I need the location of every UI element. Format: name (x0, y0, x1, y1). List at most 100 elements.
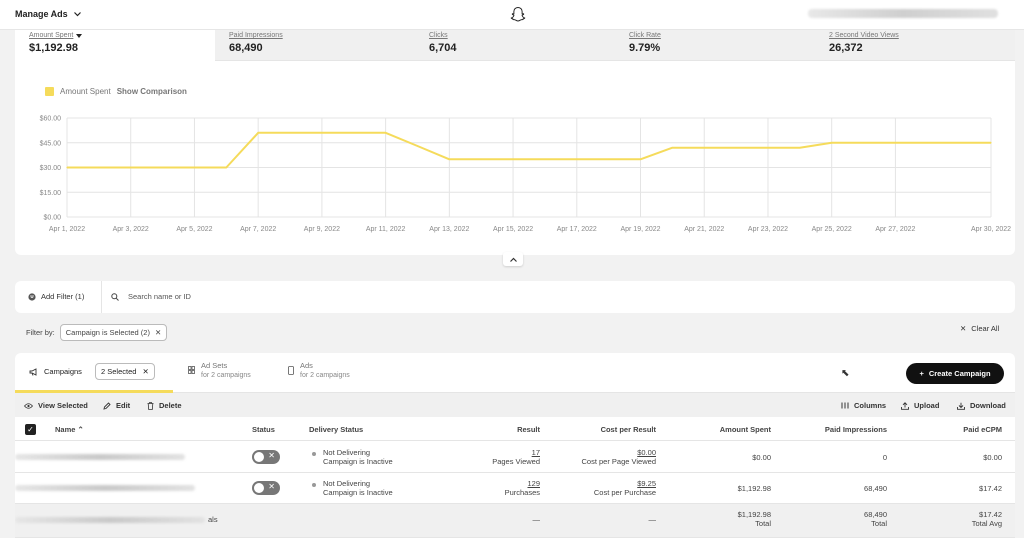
metric-value: $1,192.98 (29, 42, 78, 54)
metrics-chart-card: Amount Spent $1,192.98 Paid Impressions … (15, 30, 1015, 255)
column-header-result[interactable]: Result (517, 425, 540, 434)
totals-paid-ecpm-label: Total Avg (971, 519, 1002, 528)
column-header-cost-per-result[interactable]: Cost per Result (600, 425, 656, 434)
add-filter-button[interactable]: Add Filter (1) (28, 292, 84, 301)
result-value[interactable]: 17 (531, 448, 540, 457)
x-tick-label: Apr 25, 2022 (812, 226, 852, 233)
select-all-checkbox[interactable]: ✓ (25, 424, 36, 435)
columns-button[interactable]: Columns (841, 401, 886, 410)
collapse-chart-button[interactable] (503, 252, 523, 266)
metric-label: Click Rate (629, 32, 661, 39)
metric-video-views[interactable]: 2 Second Video Views 26,372 (815, 30, 1015, 61)
x-tick-label: Apr 1, 2022 (49, 226, 85, 233)
campaigns-panel: Campaigns 2 Selected ✕ Ad Sets for 2 camp… (15, 353, 1015, 538)
show-comparison-link[interactable]: Show Comparison (116, 87, 187, 96)
table-row[interactable]: ✕ Not Delivering Campaign is Inactive 129… (15, 473, 1015, 504)
metric-tabs: Amount Spent $1,192.98 Paid Impressions … (15, 30, 1015, 61)
filter-chip[interactable]: Campaign is Selected (2) ✕ (59, 324, 168, 341)
close-icon[interactable]: ✕ (154, 328, 162, 337)
data-point (990, 142, 992, 144)
column-header-delivery[interactable]: Delivery Status (309, 425, 364, 434)
campaign-name-blurred[interactable] (15, 485, 195, 491)
y-tick-label: $0.00 (43, 215, 61, 222)
close-icon[interactable]: ✕ (142, 367, 149, 376)
delivery-status-primary: Not Delivering (323, 448, 371, 457)
eye-icon (24, 402, 33, 409)
amount-spent-chart: $60.00 $45.00 $30.00 $15.00 $0.00 Apr 1, 2022… (40, 116, 1012, 234)
tab-campaigns[interactable]: Campaigns (29, 367, 82, 376)
tab-ad-sets-label: Ad Sets (201, 361, 228, 370)
metric-value: 26,372 (829, 42, 863, 54)
tab-ad-sets[interactable]: Ad Sets for 2 campaigns (188, 361, 251, 379)
totals-name-blurred (15, 517, 205, 523)
cost-per-result-type: Cost per Page Viewed (581, 457, 657, 466)
metric-label: Amount Spent (29, 32, 215, 39)
cost-per-result-type: Cost per Purchase (593, 488, 656, 497)
chevron-down-icon (73, 11, 81, 16)
filter-by-label: Filter by: (26, 328, 55, 337)
status-toggle[interactable]: ✕ (252, 450, 280, 464)
metric-click-rate[interactable]: Click Rate 9.79% (615, 30, 815, 61)
edit-button[interactable]: Edit (103, 401, 130, 410)
account-name-blurred[interactable] (808, 9, 998, 18)
column-header-status[interactable]: Status (252, 425, 275, 434)
metric-label-text: Amount Spent (29, 32, 74, 39)
cost-per-result-cell: $0.00 Cost per Page Viewed (556, 448, 657, 466)
search-input[interactable]: Search name or ID (111, 292, 191, 301)
data-point (735, 147, 737, 149)
totals-row: als — — $1,192.98 Total 68,490 Total $17.4… (15, 504, 1015, 538)
view-selected-button[interactable]: View Selected (24, 401, 88, 410)
x-tick-label: Apr 7, 2022 (240, 226, 276, 233)
data-point (480, 158, 482, 160)
tab-campaigns-label: Campaigns (44, 367, 82, 376)
data-point (894, 142, 897, 144)
tab-ad-sets-sub: for 2 campaigns (201, 372, 251, 379)
delete-button[interactable]: Delete (147, 401, 182, 410)
metric-amount-spent[interactable]: Amount Spent $1,192.98 (15, 30, 215, 61)
clear-all-button[interactable]: ✕ Clear All (960, 324, 999, 333)
data-point (799, 147, 801, 149)
data-point (289, 132, 291, 134)
edit-label: Edit (116, 401, 131, 410)
tab-ads[interactable]: Ads for 2 campaigns (288, 361, 350, 379)
data-point (544, 158, 546, 160)
download-button[interactable]: Download (957, 401, 1006, 410)
x-tick-label: Apr 11, 2022 (366, 226, 406, 233)
cost-per-result-value[interactable]: $0.00 (637, 448, 656, 457)
x-tick-label: Apr 13, 2022 (429, 226, 469, 233)
caret-down-icon (76, 33, 83, 38)
selected-chip[interactable]: 2 Selected ✕ (95, 363, 155, 380)
upload-button[interactable]: Upload (901, 401, 939, 410)
totals-result: — (532, 515, 541, 524)
create-campaign-button[interactable]: + Create Campaign (906, 363, 1004, 384)
table-row[interactable]: ✕ Not Delivering Campaign is Inactive 17 P… (15, 442, 1015, 473)
result-value[interactable]: 129 (527, 479, 540, 488)
column-header-paid-ecpm[interactable]: Paid eCPM (963, 425, 1002, 434)
y-tick-label: $30.00 (40, 165, 62, 172)
column-header-name[interactable]: Name ⌃ (55, 425, 84, 434)
metric-value: 9.79% (629, 42, 661, 54)
close-icon: ✕ (268, 451, 275, 460)
cost-per-result-cell: $9.25 Cost per Purchase (556, 479, 656, 497)
metric-value: 6,704 (429, 42, 457, 54)
result-cell: 129 Purchases (460, 479, 540, 497)
column-header-amount-spent[interactable]: Amount Spent (719, 425, 771, 434)
data-point (385, 132, 387, 134)
column-header-paid-impressions[interactable]: Paid Impressions (824, 425, 887, 434)
result-type: Purchases (504, 488, 540, 497)
snapchat-ghost-icon[interactable] (509, 6, 527, 24)
metric-label: Clicks (429, 32, 448, 39)
chart-legend: Amount Spent Show Comparison (45, 87, 187, 96)
metric-clicks[interactable]: Clicks 6,704 (415, 30, 615, 61)
metric-label: Paid Impressions (229, 32, 283, 39)
campaign-name-blurred[interactable] (15, 454, 185, 460)
paid-impressions-cell: 0 (882, 453, 887, 462)
manage-ads-menu[interactable]: Manage Ads (15, 9, 81, 19)
selected-chip-label: 2 Selected (101, 367, 137, 376)
data-point (321, 132, 323, 134)
filter-chip-label: Campaign is Selected (2) (65, 328, 150, 337)
cost-per-result-value[interactable]: $9.25 (637, 479, 656, 488)
metric-paid-impressions[interactable]: Paid Impressions 68,490 (215, 30, 415, 61)
status-toggle[interactable]: ✕ (252, 481, 280, 495)
download-label: Download (970, 401, 1006, 410)
